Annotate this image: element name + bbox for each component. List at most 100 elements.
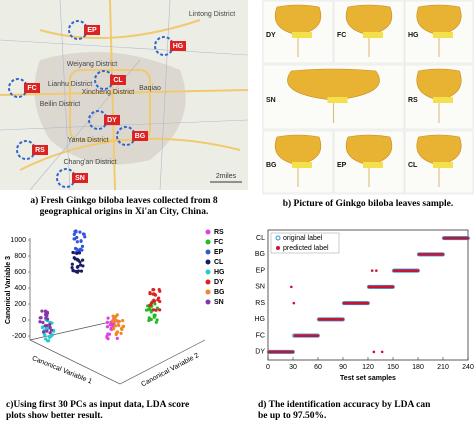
axis-title: Canonical Variable 2 [140,352,200,388]
axis-box [29,238,206,385]
marker-label: DY [107,117,117,124]
score-point [75,247,79,251]
score-point [75,235,79,240]
predicted-point [416,269,420,272]
score-point [105,335,109,339]
score-point [111,319,115,323]
score-point [151,308,156,312]
score-point [116,322,120,327]
y-tick-label: SN [255,284,265,291]
leaf [287,68,380,123]
score-point [115,313,119,317]
score-point [154,308,158,312]
score-point [78,260,82,264]
score-point [70,262,74,266]
photo-tag [363,162,383,168]
axis-title: Canonical Variable 1 [31,355,93,386]
score-point [147,316,151,320]
leaf [274,134,322,187]
predicted-point [316,334,320,337]
score-point [117,319,121,324]
y-tick-label: 1000 [10,237,26,244]
caption-c: c)Using first 30 PCs as input data, LDA … [6,399,189,421]
score-point [40,309,44,313]
predicted-point [291,350,295,354]
score-point [75,240,79,244]
score-point [158,308,162,312]
leaf [416,4,462,57]
score-point [114,332,118,337]
marker-box [24,83,40,93]
score-point [109,327,113,331]
score-point [106,332,110,336]
legend-label: CL [214,259,224,266]
score-point [113,324,117,328]
score-point [81,264,85,268]
score-point [115,336,119,340]
score-point [80,244,85,248]
score-point [48,322,52,327]
score-point [105,320,109,324]
score-point [41,320,45,325]
predicted-point [466,236,470,240]
score-point [81,232,86,236]
photo-tag [433,162,453,168]
x-tick-label: 120 [362,364,374,371]
score-point [113,316,117,320]
photo-tag [292,162,312,168]
x-tick-label: 60 [314,364,322,371]
score-point [75,251,79,255]
score-point [43,324,47,328]
predicted-point [380,350,384,354]
photo-label: FC [337,32,346,39]
score-point [119,331,123,335]
marker-box [104,115,120,125]
photo-label: BG [266,162,277,169]
leaf [416,68,462,123]
score-point [111,314,115,318]
x-tick-label: 0 [266,364,270,371]
marker-label: FC [27,85,36,92]
legend-swatch [205,239,211,245]
score-point [76,264,80,269]
photo-tag [327,97,348,103]
score-point [148,292,152,296]
y-tick-label: BG [255,251,265,258]
score-point [45,317,50,321]
predicted-point [372,350,376,354]
legend-swatch [205,299,211,305]
photo-label: DY [266,32,276,39]
x-tick-label: 240 [462,364,474,371]
caption-line: a) Fresh Ginkgo biloba leaves collected … [30,195,218,206]
legend-label: predicted label [283,245,329,252]
score-point [108,323,112,327]
marker-box [110,75,126,85]
y-tick-label: 200 [14,301,26,308]
district-label: Chang'an District [63,159,116,166]
y-tick-label: EP [256,267,266,274]
legend-swatch [205,269,211,275]
y-tick-label: 600 [14,269,26,276]
x-axis-title: Test set samples [340,375,396,382]
predicted-point [290,285,293,289]
caption-line: d) The identification accuracy by LDA ca… [258,399,431,410]
score-point [41,330,46,334]
score-point [79,239,83,243]
score-point [120,327,124,331]
legend-label: FC [214,239,223,246]
legend-marker [276,246,280,250]
score-point [49,328,54,332]
axis-title: Canonical Variable 3 [5,256,12,324]
y-tick-label: HG [255,316,266,323]
legend-swatch [205,249,211,255]
leaf [345,4,393,57]
caption-b: b) Picture of Ginkgo biloba leaves sampl… [283,198,454,209]
roads [0,0,249,191]
score-point [45,310,49,314]
marker-label: SN [75,175,85,182]
score-point [44,326,48,330]
score-point [71,250,75,255]
y-tick-label: 0 [22,317,26,324]
legend-label: DY [214,279,224,286]
